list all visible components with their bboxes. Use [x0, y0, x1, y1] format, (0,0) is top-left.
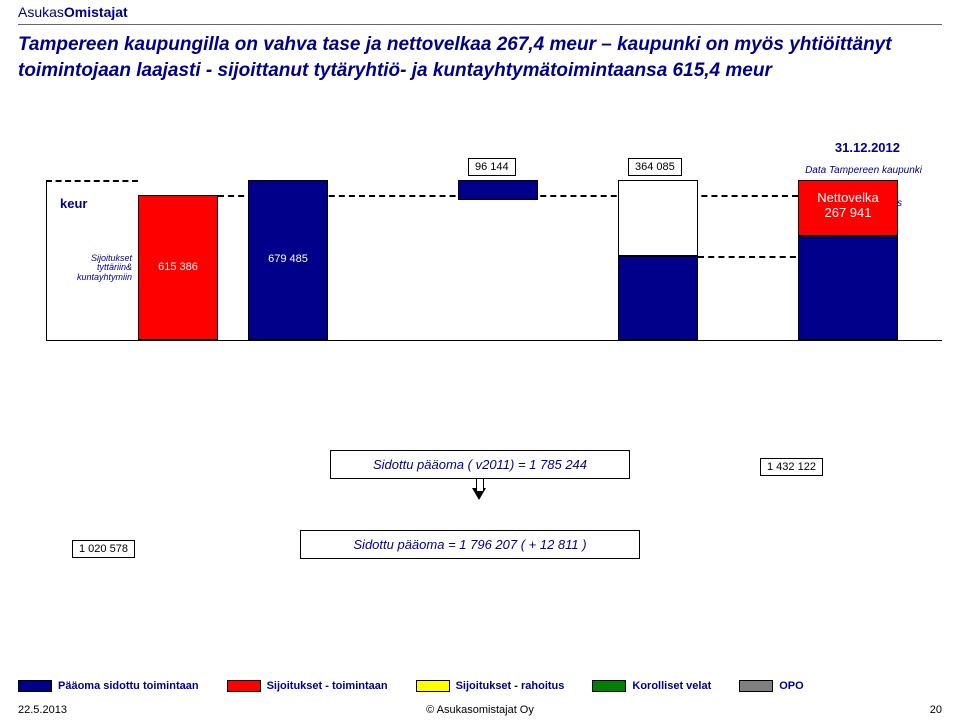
legend-item-1: Sijoitukset - toimintaan [227, 680, 388, 692]
legend: Pääoma sidottu toimintaan Sijoitukset - t… [18, 680, 942, 692]
x-axis [46, 340, 942, 341]
legend-label-0: Pääoma sidottu toimintaan [58, 680, 199, 692]
bar-value-korolliset-velat-top: 364 085 [628, 158, 682, 176]
page-title: Tampereen kaupungilla on vahva tase ja n… [18, 32, 940, 83]
legend-label-4: OPO [779, 680, 803, 692]
legend-swatch-0 [18, 680, 52, 692]
header-rule [18, 24, 942, 25]
bar-opo-bottom [798, 236, 898, 340]
legend-swatch-2 [416, 680, 450, 692]
bar-value-sijoitukset-toimintaan: 679 485 [248, 253, 328, 265]
value-1020578: 1 020 578 [72, 540, 135, 558]
bar-value-sijoitukset-rahoitus: 96 144 [468, 158, 516, 176]
legend-swatch-4 [739, 680, 773, 692]
footer: 22.5.2013 © Asukasomistajat Oy 20 [18, 704, 942, 716]
legend-label-2: Sijoitukset - rahoitus [456, 680, 565, 692]
legend-swatch-3 [592, 680, 626, 692]
legend-item-0: Pääoma sidottu toimintaan [18, 680, 199, 692]
nettovelka-label: Nettovelka267 941 [798, 190, 898, 220]
date-label: 31.12.2012 [835, 140, 900, 155]
legend-label-3: Korolliset velat [632, 680, 711, 692]
brand-part2: Omistajat [64, 4, 128, 20]
sidottu-current-box: Sidottu pääoma = 1 796 207 ( + 12 811 ) [300, 530, 640, 559]
value-1432122: 1 432 122 [760, 458, 823, 476]
legend-swatch-1 [227, 680, 261, 692]
legend-item-4: OPO [739, 680, 803, 692]
brand: AsukasOmistajat [18, 4, 128, 20]
legend-item-2: Sijoitukset - rahoitus [416, 680, 565, 692]
legend-item-3: Korolliset velat [592, 680, 711, 692]
footer-copyright: © Asukasomistajat Oy [18, 704, 942, 716]
dashed-guide-0 [46, 180, 138, 182]
sidottu-2011-box: Sidottu pääoma ( v2011) = 1 785 244 [330, 450, 630, 479]
bar-value-paaoma-sidottu: 615 386 [138, 261, 218, 273]
bar-sijoitukset-rahoitus [458, 180, 538, 200]
brand-part1: Asukas [18, 4, 64, 20]
bar-korolliset-velat-top [618, 180, 698, 256]
bar-korolliset-velat-bottom [618, 256, 698, 340]
arrow-down-icon [472, 488, 486, 500]
legend-label-1: Sijoitukset - toimintaan [267, 680, 388, 692]
bar-side-label-paaoma-sidottu: Sijoitukset tyttäriin& kuntayhtymiin [60, 254, 132, 284]
y-axis [46, 180, 47, 340]
